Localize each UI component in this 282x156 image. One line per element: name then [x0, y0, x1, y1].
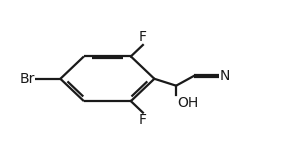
Text: N: N [220, 69, 230, 83]
Text: F: F [139, 30, 147, 44]
Text: Br: Br [19, 72, 35, 86]
Text: OH: OH [177, 96, 199, 110]
Text: F: F [139, 113, 147, 127]
